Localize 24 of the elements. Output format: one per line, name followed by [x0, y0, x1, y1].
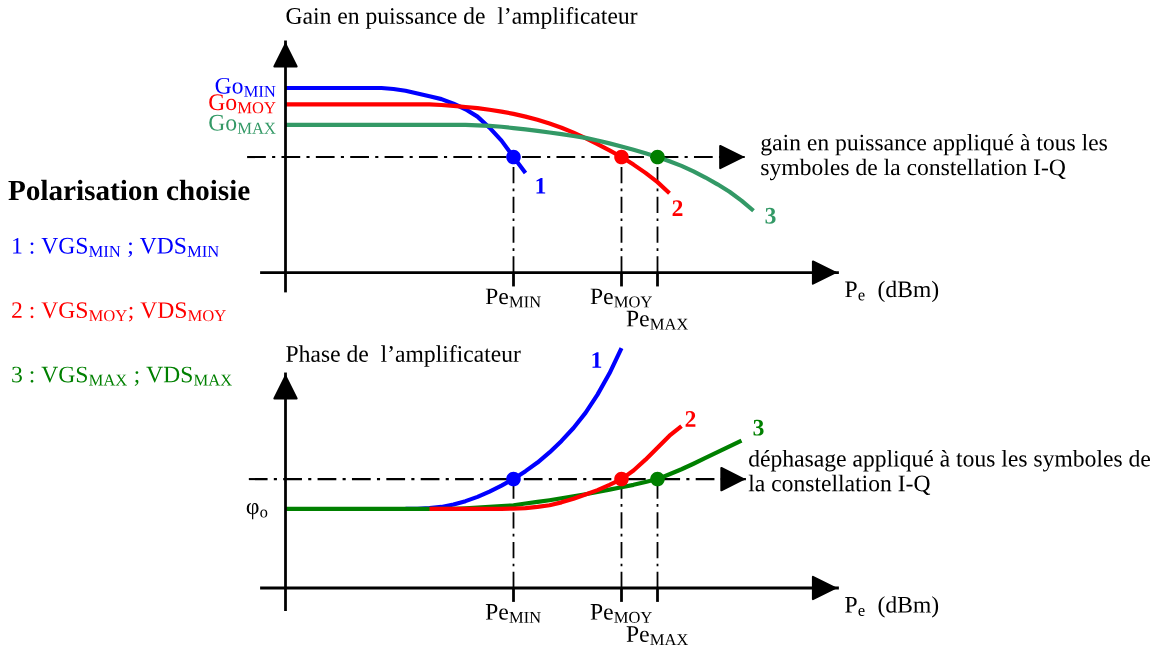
text: 3 : VGS$_{MAX}$ ; VDS$_{MAX}$ — [12, 366, 232, 386]
ref-line-label: déphasage appliqué à tous les symboles de la constellation I-Q — [748, 449, 1150, 495]
series-label: 1 — [592, 352, 602, 368]
x-tick-label: Pe$_{MOY}$ — [590, 288, 652, 308]
text: 2 : VGS$_{MOY}$; VDS$_{MOY}$ — [12, 302, 226, 322]
x-tick-label: Pe$_{MIN}$ — [485, 288, 541, 308]
series-label: 2 — [685, 411, 696, 427]
series-label: 2 — [672, 200, 683, 216]
text: Polarisation choisie — [8, 179, 250, 201]
x-tick-label: Pe$_{MOY}$ — [590, 604, 652, 623]
y-axis-title: Phase de l’amplificateur — [286, 345, 521, 367]
series-label: 3 — [765, 207, 776, 224]
series-label: 3 — [753, 419, 764, 436]
text: φ$_{o}$ — [246, 503, 268, 520]
text: Go$_{MAX}$ — [209, 114, 276, 134]
x-axis-title: P$_{e}$ (dBm) — [845, 596, 939, 618]
x-axis-title: P$_{e}$ (dBm) — [845, 280, 939, 303]
x-tick-label: Pe$_{MIN}$ — [485, 604, 541, 623]
x-tick-label: Pe$_{MAX}$ — [626, 626, 689, 645]
x-tick-label: Pe$_{MAX}$ — [626, 310, 689, 330]
y-axis-title: Gain en puissance de l’amplificateur — [286, 7, 638, 29]
series-label: 1 — [536, 178, 546, 194]
text: 1 : VGS$_{MIN}$ ; VDS$_{MIN}$ — [13, 237, 219, 258]
ref-line-label: gain en puissance appliqué à tous les symboles de la constellation I-Q — [761, 133, 1107, 181]
